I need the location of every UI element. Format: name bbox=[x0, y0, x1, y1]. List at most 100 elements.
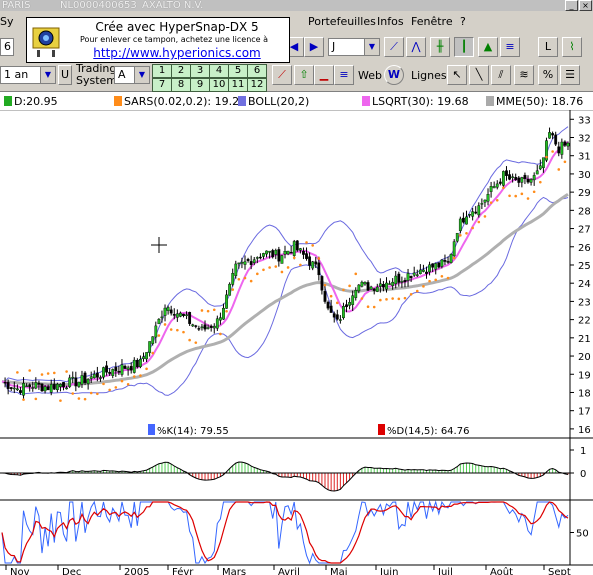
y-tick-label: 26 bbox=[578, 243, 591, 254]
system-number-1[interactable]: 1 bbox=[152, 64, 172, 78]
candle bbox=[188, 312, 192, 324]
cursor-icon[interactable]: ↖ bbox=[447, 65, 467, 85]
stock-chart[interactable]: 16 17 18 19 20 21 22 23 24 25 26 27 28 29 30 31 32 33 %K(1… bbox=[0, 110, 593, 575]
candle bbox=[415, 274, 419, 276]
sar-dot bbox=[495, 198, 499, 202]
candle bbox=[225, 294, 228, 309]
candle bbox=[551, 133, 555, 136]
area-chart-icon[interactable]: ▲ bbox=[478, 37, 498, 57]
u-button[interactable]: U bbox=[58, 65, 72, 85]
sar-dot bbox=[379, 298, 382, 302]
zigzag-icon[interactable]: ⋀ bbox=[406, 37, 426, 57]
candle bbox=[563, 141, 567, 146]
stamp-link[interactable]: http://www.hyperionics.com bbox=[93, 46, 261, 60]
candle bbox=[222, 307, 225, 320]
left-value-field[interactable]: 6 bbox=[0, 38, 14, 56]
candle bbox=[95, 372, 99, 378]
draw-line-icon[interactable]: ╲ bbox=[469, 65, 489, 85]
parallel-lines-icon[interactable]: ⫽ bbox=[491, 65, 511, 85]
y-tick-label: 18 bbox=[578, 388, 591, 399]
candle bbox=[338, 319, 342, 321]
system-number-6[interactable]: 6 bbox=[247, 64, 267, 78]
menu-systeme-clipped[interactable]: Sy bbox=[0, 15, 14, 28]
legend-text: LSQRT(30): 19.68 bbox=[372, 95, 469, 108]
percent-lines-icon[interactable]: % bbox=[538, 65, 558, 85]
sar-dot bbox=[317, 257, 321, 260]
title-stock-name: AXALTO N.V. bbox=[142, 0, 204, 11]
candle bbox=[175, 313, 179, 318]
system-number-10[interactable]: 10 bbox=[209, 78, 229, 92]
candle bbox=[471, 211, 475, 217]
system-number-12[interactable]: 12 bbox=[247, 78, 267, 92]
sar-dot bbox=[532, 190, 536, 194]
candle bbox=[234, 263, 238, 276]
system-number-11[interactable]: 11 bbox=[228, 78, 248, 92]
horizontal-lines-icon[interactable]: ☰ bbox=[560, 65, 580, 85]
menu-help[interactable]: ? bbox=[460, 15, 466, 28]
red-line-icon[interactable]: ⟋ bbox=[272, 65, 292, 85]
candle bbox=[277, 249, 281, 262]
candle bbox=[129, 365, 133, 371]
compare-icon[interactable]: ⌇ bbox=[562, 37, 582, 57]
candle bbox=[92, 374, 96, 379]
candle bbox=[228, 283, 232, 296]
horizontal-line-icon[interactable]: ▁ bbox=[314, 65, 334, 85]
candle bbox=[15, 388, 19, 391]
legend-swatch bbox=[486, 96, 494, 106]
candle bbox=[237, 262, 241, 265]
system-number-7[interactable]: 7 bbox=[152, 78, 172, 92]
x-tick-label: Juin bbox=[379, 567, 398, 575]
sar-dot bbox=[471, 226, 474, 230]
sar-dot bbox=[200, 309, 204, 312]
stoch-legend-text: %D(14,5): 64.76 bbox=[387, 426, 469, 437]
close-icon[interactable]: × bbox=[579, 0, 592, 11]
menu-infos[interactable]: Infos bbox=[377, 15, 404, 28]
bar-chart-icon[interactable]: ╫ bbox=[430, 37, 450, 57]
candle bbox=[25, 385, 29, 387]
system-number-9[interactable]: 9 bbox=[190, 78, 210, 92]
candle bbox=[394, 275, 398, 285]
sar-dot bbox=[206, 309, 210, 313]
log-scale-icon[interactable]: L bbox=[538, 37, 558, 57]
sar-dot bbox=[422, 285, 425, 288]
minimize-icon[interactable]: _ bbox=[565, 0, 578, 11]
y-tick-label: 24 bbox=[578, 279, 591, 290]
lines-list-icon[interactable]: ≡ bbox=[334, 65, 354, 85]
candle bbox=[388, 283, 391, 285]
candle bbox=[443, 260, 447, 262]
sar-dot bbox=[157, 334, 161, 337]
system-number-4[interactable]: 4 bbox=[209, 64, 229, 78]
sar-dot bbox=[212, 308, 216, 312]
fibonacci-icon[interactable]: ≋ bbox=[514, 65, 534, 85]
system-number-5[interactable]: 5 bbox=[228, 64, 248, 78]
candle bbox=[566, 142, 570, 147]
candle bbox=[305, 253, 308, 259]
candle bbox=[191, 324, 195, 327]
system-number-2[interactable]: 2 bbox=[171, 64, 191, 78]
line-chart-icon[interactable]: ⟋ bbox=[384, 37, 404, 57]
next-icon[interactable]: ▶ bbox=[304, 37, 324, 57]
trading-system-select[interactable]: A ▼ bbox=[114, 66, 150, 84]
candle bbox=[209, 325, 213, 328]
range-select[interactable]: 1 an ▼ bbox=[0, 66, 56, 84]
period-select[interactable]: J ▼ bbox=[328, 38, 380, 56]
sar-dot bbox=[219, 332, 222, 336]
web-icon[interactable]: W bbox=[384, 65, 404, 85]
candle bbox=[498, 181, 502, 184]
sar-dot bbox=[16, 371, 19, 374]
candlestick-icon[interactable]: ┃ bbox=[454, 37, 474, 57]
stamp-title: Crée avec HyperSnap-DX 5 bbox=[95, 20, 259, 34]
menu-list-icon[interactable]: ≡ bbox=[500, 37, 520, 57]
system-number-3[interactable]: 3 bbox=[190, 64, 210, 78]
candle bbox=[89, 376, 93, 379]
candle bbox=[557, 146, 561, 154]
oscillator-line bbox=[1, 461, 569, 492]
sar-dot bbox=[477, 220, 481, 224]
candle bbox=[157, 318, 161, 325]
menu-fenetre[interactable]: Fenêtre bbox=[411, 15, 453, 28]
sar-dot bbox=[305, 241, 308, 244]
candle bbox=[111, 369, 115, 376]
up-arrow-icon[interactable]: ⇧ bbox=[294, 65, 314, 85]
menu-portefeuilles[interactable]: Portefeuilles bbox=[308, 15, 376, 28]
system-number-8[interactable]: 8 bbox=[171, 78, 191, 92]
